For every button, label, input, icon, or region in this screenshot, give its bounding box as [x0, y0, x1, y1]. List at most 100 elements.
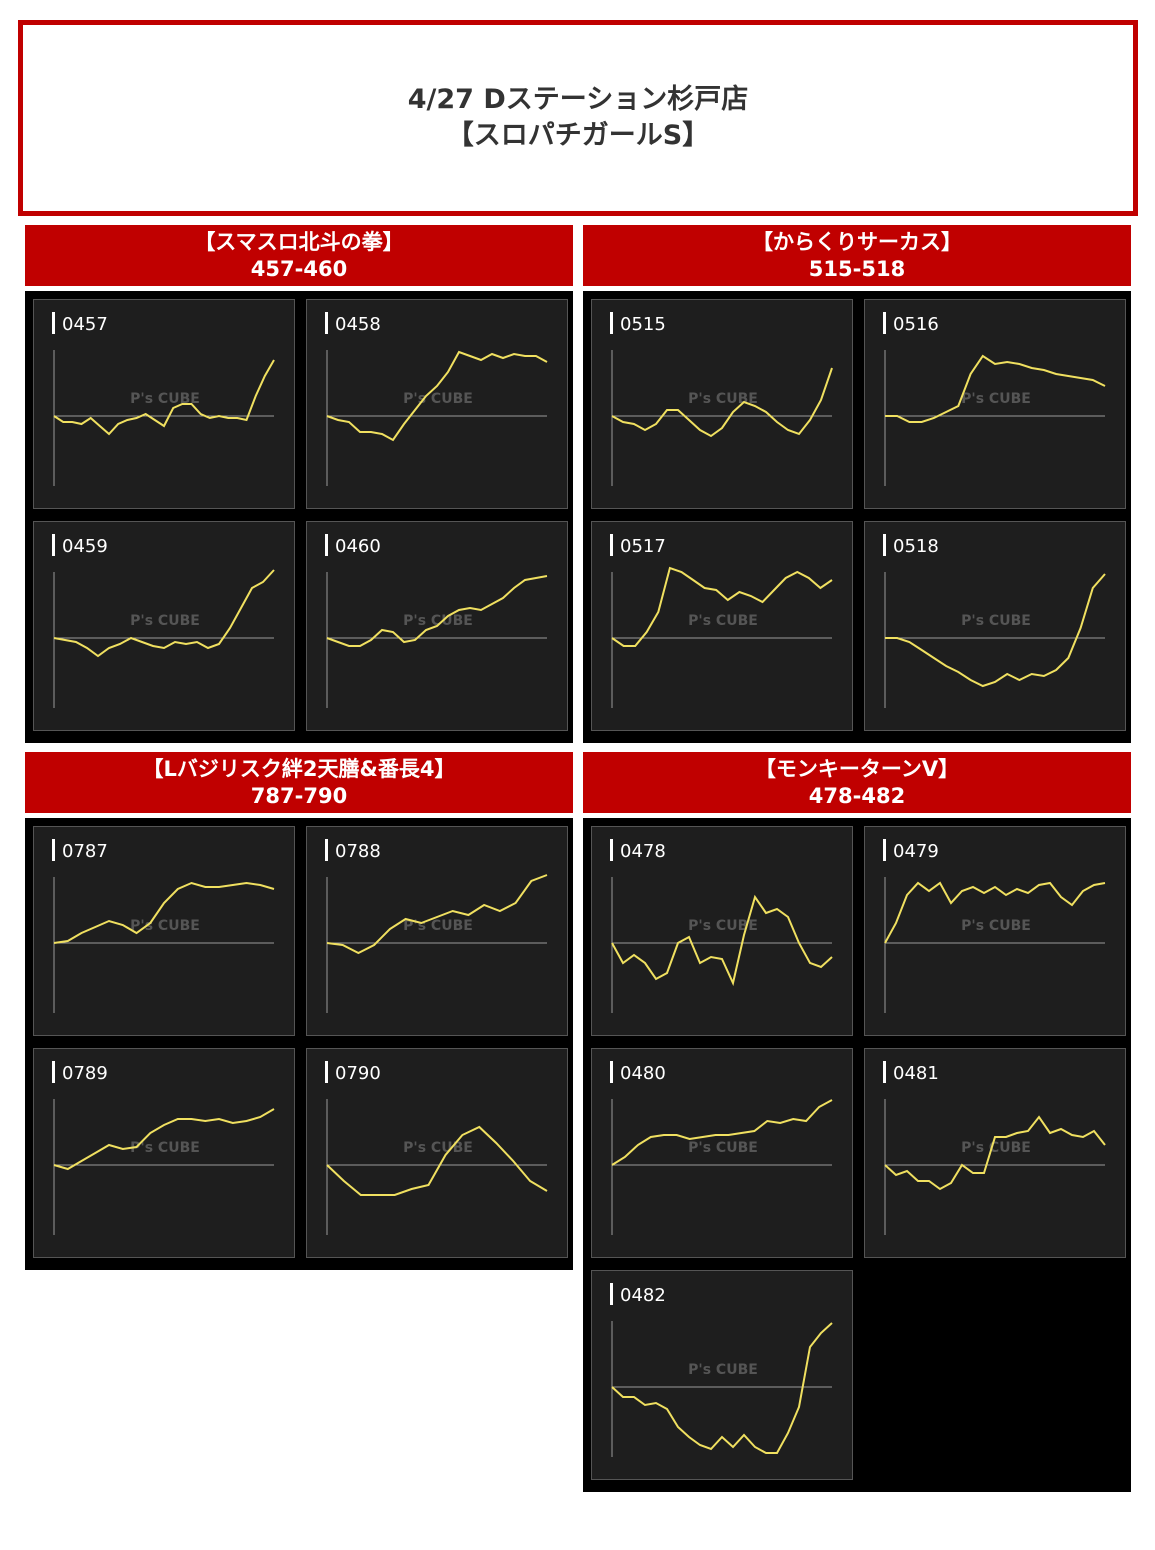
watermark: P's CUBE: [688, 1362, 758, 1378]
chart-svg: 0515 P's CUBE: [610, 312, 833, 486]
data-line: [326, 350, 548, 442]
watermark: P's CUBE: [688, 613, 758, 629]
mini-chart: 0459 P's CUBE: [33, 521, 295, 731]
machine-id: 0482: [620, 1285, 666, 1306]
id-marker: [883, 312, 886, 334]
data-line: [611, 1322, 833, 1454]
mini-chart: 0787 P's CUBE: [33, 826, 295, 1036]
data-line: [53, 359, 275, 436]
mini-chart: 0480 P's CUBE: [591, 1048, 853, 1258]
machine-id: 0515: [620, 314, 666, 335]
machine-id: 0457: [62, 314, 108, 335]
machine-id: 0788: [335, 841, 381, 862]
mini-chart: 0517 P's CUBE: [591, 521, 853, 731]
mini-chart: 0481 P's CUBE: [864, 1048, 1126, 1258]
watermark: P's CUBE: [688, 918, 758, 934]
mini-chart: 0516 P's CUBE: [864, 299, 1126, 509]
group-panel: 0478 P's CUBE 0479 P's CUBE 0480 P's CUBE 0481…: [583, 818, 1131, 1492]
group-title: 【Lバジリスク絆2天膳&番長4】: [142, 756, 456, 781]
data-line: [884, 1115, 1106, 1191]
mini-chart: 0479 P's CUBE: [864, 826, 1126, 1036]
group-range: 478-482: [808, 783, 906, 808]
data-line: [884, 881, 1106, 944]
watermark: P's CUBE: [403, 613, 473, 629]
group-title: 【スマスロ北斗の拳】: [194, 229, 404, 254]
machine-id: 0478: [620, 841, 666, 862]
watermark: P's CUBE: [403, 391, 473, 407]
chart-svg: 0459 P's CUBE: [52, 534, 275, 708]
chart-svg: 0516 P's CUBE: [883, 312, 1106, 486]
group-header: 【モンキーターンV】 478-482: [583, 752, 1131, 813]
data-line: [326, 874, 548, 955]
watermark: P's CUBE: [961, 391, 1031, 407]
group-panel: 0787 P's CUBE 0788 P's CUBE 0789 P's CUBE 0790…: [25, 818, 573, 1270]
id-marker: [52, 1061, 55, 1083]
mini-chart: 0482 P's CUBE: [591, 1270, 853, 1480]
machine-id: 0459: [62, 536, 108, 557]
mini-chart: 0515 P's CUBE: [591, 299, 853, 509]
data-line: [611, 894, 833, 987]
chart-svg: 0478 P's CUBE: [610, 839, 833, 1013]
id-marker: [610, 1283, 613, 1305]
data-line: [611, 367, 833, 438]
id-marker: [610, 1061, 613, 1083]
machine-id: 0789: [62, 1063, 108, 1084]
data-line: [611, 566, 833, 647]
watermark: P's CUBE: [130, 613, 200, 629]
id-marker: [883, 1061, 886, 1083]
id-marker: [325, 1061, 328, 1083]
watermark: P's CUBE: [688, 1140, 758, 1156]
id-marker: [325, 312, 328, 334]
id-marker: [52, 534, 55, 556]
id-marker: [52, 312, 55, 334]
watermark: P's CUBE: [130, 1140, 200, 1156]
machine-id: 0480: [620, 1063, 666, 1084]
chart-svg: 0481 P's CUBE: [883, 1061, 1106, 1235]
mini-chart: 0458 P's CUBE: [306, 299, 568, 509]
group-title: 【モンキーターンV】: [754, 756, 960, 781]
chart-svg: 0458 P's CUBE: [325, 312, 548, 486]
header-event: 【スロパチガールS】: [446, 120, 710, 151]
data-line: [326, 1125, 548, 1196]
group-panel: 0457 P's CUBE 0458 P's CUBE 0459 P's CUBE 0460…: [25, 291, 573, 743]
mini-chart: 0460 P's CUBE: [306, 521, 568, 731]
group-range: 457-460: [250, 256, 348, 281]
header: 4/27 Dステーション杉戸店 【スロパチガールS】: [18, 20, 1138, 216]
chart-svg: 0460 P's CUBE: [325, 534, 548, 708]
mini-chart: 0790 P's CUBE: [306, 1048, 568, 1258]
group-header: 【Lバジリスク絆2天膳&番長4】 787-790: [25, 752, 573, 813]
group-panel: 0515 P's CUBE 0516 P's CUBE 0517 P's CUBE 0518…: [583, 291, 1131, 743]
chart-svg: 0787 P's CUBE: [52, 839, 275, 1013]
machine-id: 0518: [893, 536, 939, 557]
machine-id: 0517: [620, 536, 666, 557]
chart-svg: 0789 P's CUBE: [52, 1061, 275, 1235]
machine-id: 0481: [893, 1063, 939, 1084]
data-line: [53, 881, 275, 944]
id-marker: [883, 839, 886, 861]
machine-id: 0460: [335, 536, 381, 557]
machine-id: 0479: [893, 841, 939, 862]
data-line: [326, 575, 548, 647]
id-marker: [610, 839, 613, 861]
group-header: 【スマスロ北斗の拳】 457-460: [25, 225, 573, 286]
group-range: 515-518: [808, 256, 906, 281]
machine-id: 0787: [62, 841, 108, 862]
mini-chart: 0457 P's CUBE: [33, 299, 295, 509]
mini-chart: 0789 P's CUBE: [33, 1048, 295, 1258]
data-line: [53, 569, 275, 658]
mini-chart: 0788 P's CUBE: [306, 826, 568, 1036]
machine-id: 0458: [335, 314, 381, 335]
watermark: P's CUBE: [961, 613, 1031, 629]
watermark: P's CUBE: [130, 918, 200, 934]
machine-id: 0790: [335, 1063, 381, 1084]
header-title: 4/27 Dステーション杉戸店: [407, 84, 749, 115]
data-line: [53, 1108, 275, 1171]
id-marker: [610, 312, 613, 334]
chart-svg: 0517 P's CUBE: [610, 534, 833, 708]
data-line: [611, 1099, 833, 1166]
id-marker: [52, 839, 55, 861]
chart-svg: 0480 P's CUBE: [610, 1061, 833, 1235]
